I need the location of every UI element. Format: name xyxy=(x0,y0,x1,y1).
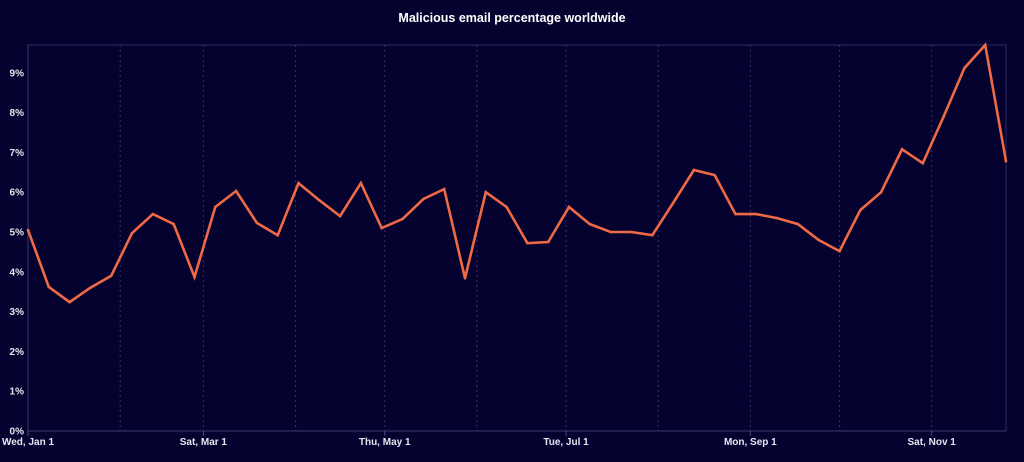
x-tick-label: Mon, Sep 1 xyxy=(724,437,777,448)
data-point xyxy=(983,43,987,47)
data-point xyxy=(297,181,300,185)
data-point xyxy=(963,66,966,70)
x-tick-label: Thu, May 1 xyxy=(359,437,411,448)
data-point xyxy=(401,217,404,221)
y-tick-label: 6% xyxy=(10,188,25,199)
data-point xyxy=(796,222,800,226)
data-point xyxy=(422,197,425,201)
y-tick-label: 8% xyxy=(10,108,25,119)
plot-frame xyxy=(27,44,1007,432)
y-tick-label: 3% xyxy=(10,307,25,318)
data-point xyxy=(442,187,446,191)
data-point xyxy=(859,208,862,212)
data-point xyxy=(900,147,904,151)
data-point xyxy=(546,240,550,244)
data-point xyxy=(318,198,321,202)
y-tick-label: 0% xyxy=(10,427,25,438)
x-tick-label: Sat, Nov 1 xyxy=(908,437,957,448)
data-point xyxy=(47,285,51,289)
data-point xyxy=(130,231,134,235)
data-point xyxy=(26,228,30,232)
data-point xyxy=(692,168,696,172)
y-tick-label: 7% xyxy=(10,148,25,159)
data-point xyxy=(588,222,592,226)
data-point xyxy=(151,212,155,216)
y-tick-label: 9% xyxy=(10,68,25,79)
data-point xyxy=(505,205,508,209)
data-point xyxy=(213,205,217,209)
data-point xyxy=(89,286,92,290)
data-point xyxy=(713,173,716,177)
data-point xyxy=(234,189,238,193)
data-point xyxy=(255,221,259,225)
data-point xyxy=(463,276,467,280)
data-point xyxy=(380,226,384,230)
x-tick-label: Tue, Jul 1 xyxy=(543,437,589,448)
y-tick-label: 1% xyxy=(10,387,25,398)
data-point xyxy=(567,205,571,209)
data-point xyxy=(609,230,612,234)
data-point xyxy=(338,214,342,218)
y-tick-label: 4% xyxy=(10,267,25,278)
data-point xyxy=(276,233,280,237)
chart-title: Malicious email percentage worldwide xyxy=(398,11,626,25)
data-point xyxy=(921,161,925,165)
x-tick-label: Wed, Jan 1 xyxy=(2,437,54,448)
data-point xyxy=(817,238,821,242)
data-point xyxy=(359,181,363,185)
series-line xyxy=(26,42,1008,304)
data-point xyxy=(484,190,488,194)
x-tick-label: Sat, Mar 1 xyxy=(180,437,228,448)
data-point xyxy=(109,274,113,278)
data-point xyxy=(172,222,175,226)
data-point xyxy=(775,216,779,220)
data-point xyxy=(526,241,529,245)
data-point xyxy=(838,249,841,253)
data-point xyxy=(879,190,883,194)
y-tick-label: 5% xyxy=(10,228,25,239)
data-point xyxy=(942,115,945,118)
data-point xyxy=(630,230,633,234)
data-point xyxy=(671,201,675,205)
data-point xyxy=(68,300,71,304)
data-point xyxy=(650,233,654,237)
data-point xyxy=(1004,159,1008,163)
y-tick-label: 2% xyxy=(10,347,25,358)
data-point xyxy=(734,212,737,216)
data-point xyxy=(193,275,196,279)
data-point xyxy=(754,212,758,216)
